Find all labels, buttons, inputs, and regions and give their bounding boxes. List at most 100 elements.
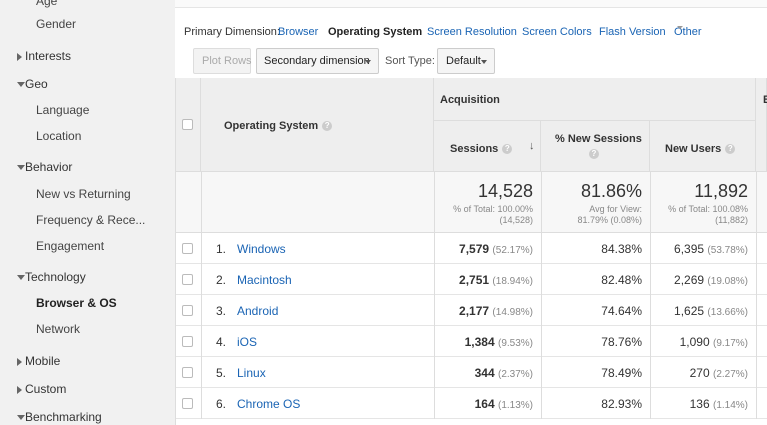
new-sessions-header: % New Sessions bbox=[555, 133, 642, 145]
divider bbox=[541, 388, 542, 419]
os-link[interactable]: Linux bbox=[237, 366, 266, 380]
divider bbox=[434, 264, 435, 295]
sidebar-item-mobile[interactable]: Mobile bbox=[17, 354, 60, 368]
sort-descending-icon: ↓ bbox=[529, 140, 535, 152]
help-icon[interactable]: ? bbox=[502, 144, 513, 155]
table-row[interactable]: 5. Linux 344 (2.37%) 78.49% 270 (2.27%) bbox=[175, 357, 767, 388]
sidebar-item-language[interactable]: Language bbox=[36, 103, 90, 117]
row-index: 5. bbox=[216, 366, 227, 380]
totals-row: 14,528 % of Total: 100.00% (14,528) 81.8… bbox=[175, 172, 767, 233]
sidebar-item-gender[interactable]: Gender bbox=[36, 17, 77, 31]
os-link[interactable]: iOS bbox=[237, 335, 258, 349]
collapse-arrow-icon bbox=[17, 275, 25, 280]
divider bbox=[201, 295, 202, 326]
divider bbox=[650, 357, 651, 388]
sidebar-item-age[interactable]: Age bbox=[36, 0, 58, 8]
row-checkbox[interactable] bbox=[182, 336, 193, 347]
header-group-acquisition: Acquisition bbox=[434, 78, 756, 121]
header-new-users[interactable]: New Users? bbox=[650, 121, 756, 172]
new-sessions-cell: 82.48% bbox=[601, 273, 642, 287]
chevron-down-icon bbox=[481, 60, 487, 64]
sidebar-item-location[interactable]: Location bbox=[36, 129, 82, 143]
sidebar-item-geo[interactable]: Geo bbox=[17, 77, 48, 91]
divider bbox=[201, 172, 202, 233]
sessions-header: Sessions? bbox=[450, 143, 513, 155]
table-row[interactable]: 4. iOS 1,384 (9.53%) 78.76% 1,090 (9.17%… bbox=[175, 326, 767, 357]
header-dimension-cell[interactable]: Operating System? bbox=[201, 78, 434, 172]
table-row[interactable]: 1. Windows 7,579 (52.17%) 84.38% 6,395 (… bbox=[175, 233, 767, 264]
new-users-cell: 270 (2.27%) bbox=[689, 366, 748, 380]
help-icon[interactable]: ? bbox=[589, 149, 599, 159]
dimension-browser[interactable]: Browser bbox=[278, 26, 319, 38]
new-sessions-cell: 78.49% bbox=[601, 366, 642, 380]
row-checkbox[interactable] bbox=[182, 367, 193, 378]
divider bbox=[434, 357, 435, 388]
chevron-down-icon bbox=[677, 26, 683, 29]
row-checkbox[interactable] bbox=[182, 305, 193, 316]
sidebar-item-behavior[interactable]: Behavior bbox=[17, 160, 72, 174]
dimension-screen-colors[interactable]: Screen Colors bbox=[522, 26, 592, 38]
sidebar-item-interests[interactable]: Interests bbox=[17, 49, 71, 63]
header-checkbox-cell bbox=[175, 78, 201, 172]
dimension-flash-version[interactable]: Flash Version bbox=[599, 26, 666, 38]
os-link[interactable]: Chrome OS bbox=[237, 397, 301, 411]
row-checkbox[interactable] bbox=[182, 274, 193, 285]
header-new-sessions[interactable]: % New Sessions ? bbox=[541, 121, 650, 172]
help-icon[interactable]: ? bbox=[322, 121, 333, 132]
sort-type-dropdown[interactable]: Default bbox=[437, 48, 495, 74]
sidebar-item-custom[interactable]: Custom bbox=[17, 382, 66, 396]
sidebar-item-frequency[interactable]: Frequency & Rece... bbox=[36, 213, 146, 227]
dimension-operating-system[interactable]: Operating System bbox=[328, 26, 423, 38]
os-link[interactable]: Windows bbox=[237, 242, 286, 256]
divider bbox=[541, 326, 542, 357]
total-new-users-value: 11,892 bbox=[694, 181, 748, 201]
sidebar-item-network[interactable]: Network bbox=[36, 322, 81, 336]
new-sessions-cell: 82.93% bbox=[601, 397, 642, 411]
divider bbox=[756, 295, 757, 326]
plot-rows-button[interactable]: Plot Rows bbox=[193, 48, 252, 74]
divider bbox=[434, 233, 435, 264]
row-index: 1. bbox=[216, 242, 227, 256]
sidebar-item-technology[interactable]: Technology bbox=[17, 270, 86, 284]
secondary-dimension-dropdown[interactable]: Secondary dimension bbox=[256, 48, 379, 74]
os-link[interactable]: Android bbox=[237, 304, 279, 318]
acquisition-group-label: Acquisition bbox=[440, 94, 500, 106]
divider bbox=[756, 357, 757, 388]
total-sessions-sub: % of Total: 100.00% bbox=[453, 204, 533, 214]
expand-arrow-icon bbox=[17, 53, 22, 61]
divider bbox=[650, 388, 651, 419]
table-row[interactable]: 6. Chrome OS 164 (1.13%) 82.93% 136 (1.1… bbox=[175, 388, 767, 419]
help-icon[interactable]: ? bbox=[725, 144, 736, 155]
divider bbox=[541, 233, 542, 264]
sidebar-item-browser-os[interactable]: Browser & OS bbox=[36, 296, 117, 310]
data-table: Operating System? Acquisition B Sessions… bbox=[175, 78, 767, 425]
table-row[interactable]: 2. Macintosh 2,751 (18.94%) 82.48% 2,269… bbox=[175, 264, 767, 295]
collapse-arrow-icon bbox=[17, 415, 25, 420]
header-group-next: B bbox=[756, 78, 767, 172]
sidebar-item-new-vs-returning[interactable]: New vs Returning bbox=[36, 187, 131, 201]
dimension-screen-resolution[interactable]: Screen Resolution bbox=[427, 26, 517, 38]
row-checkbox[interactable] bbox=[182, 243, 193, 254]
os-link[interactable]: Macintosh bbox=[237, 273, 292, 287]
row-checkbox[interactable] bbox=[182, 398, 193, 409]
divider bbox=[201, 388, 202, 419]
sort-type-label: Sort Type: bbox=[385, 55, 435, 67]
new-users-cell: 1,625 (13.66%) bbox=[674, 304, 748, 318]
sessions-cell: 2,177 (14.98%) bbox=[459, 304, 533, 318]
divider bbox=[201, 264, 202, 295]
sidebar-item-engagement[interactable]: Engagement bbox=[36, 239, 105, 253]
divider bbox=[541, 264, 542, 295]
divider bbox=[756, 264, 757, 295]
header-sessions[interactable]: Sessions? ↓ bbox=[434, 121, 541, 172]
sessions-cell: 2,751 (18.94%) bbox=[459, 273, 533, 287]
report-main: Primary Dimension: Browser Operating Sys… bbox=[175, 0, 767, 425]
table-row[interactable]: 3. Android 2,177 (14.98%) 74.64% 1,625 (… bbox=[175, 295, 767, 326]
collapse-arrow-icon bbox=[17, 82, 25, 87]
row-index: 3. bbox=[216, 304, 227, 318]
select-all-checkbox[interactable] bbox=[182, 119, 193, 130]
expand-arrow-icon bbox=[17, 386, 22, 394]
sidebar-item-benchmarking[interactable]: Benchmarking bbox=[17, 410, 102, 424]
dimension-header: Operating System? bbox=[224, 120, 333, 132]
sessions-cell: 344 (2.37%) bbox=[474, 366, 533, 380]
